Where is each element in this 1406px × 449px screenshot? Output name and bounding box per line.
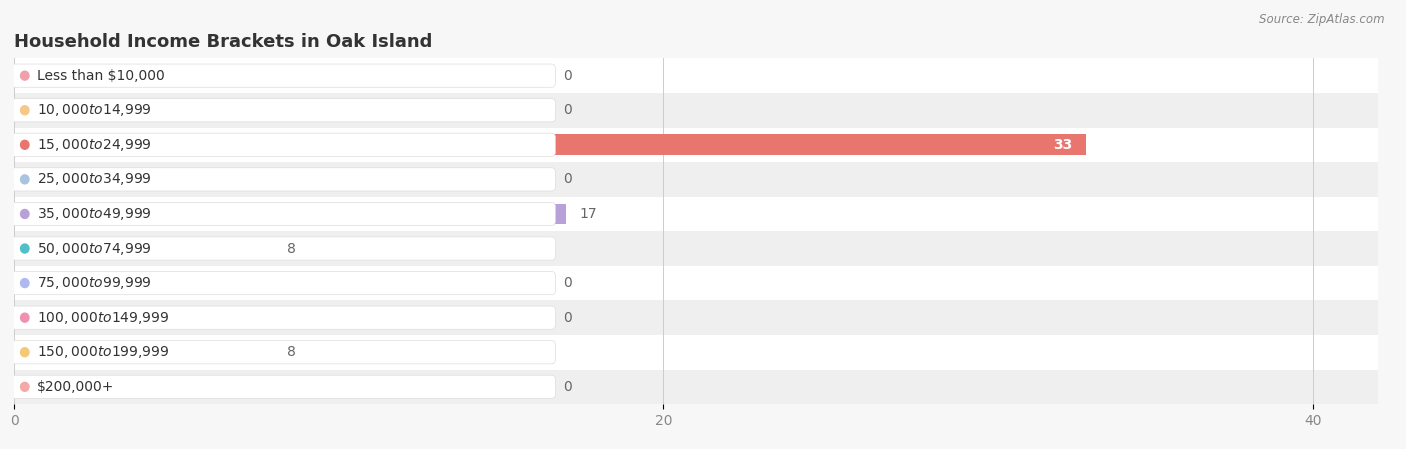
- Bar: [14, 93, 1378, 128]
- Bar: [14, 370, 1378, 404]
- Text: $200,000+: $200,000+: [37, 380, 114, 394]
- Text: Household Income Brackets in Oak Island: Household Income Brackets in Oak Island: [14, 33, 433, 51]
- Text: $25,000 to $34,999: $25,000 to $34,999: [37, 172, 152, 187]
- FancyBboxPatch shape: [11, 237, 555, 260]
- Circle shape: [21, 244, 30, 253]
- Circle shape: [21, 210, 30, 218]
- Text: Less than $10,000: Less than $10,000: [37, 69, 165, 83]
- Text: 0: 0: [562, 69, 572, 83]
- FancyBboxPatch shape: [11, 202, 555, 225]
- Bar: [14, 266, 1378, 300]
- FancyBboxPatch shape: [11, 168, 555, 191]
- FancyBboxPatch shape: [11, 64, 555, 87]
- Text: 17: 17: [579, 207, 596, 221]
- Circle shape: [21, 279, 30, 287]
- Text: Source: ZipAtlas.com: Source: ZipAtlas.com: [1260, 13, 1385, 26]
- Bar: [14, 342, 274, 363]
- FancyBboxPatch shape: [11, 272, 555, 295]
- Text: $10,000 to $14,999: $10,000 to $14,999: [37, 102, 152, 118]
- Text: 0: 0: [562, 103, 572, 117]
- Circle shape: [21, 383, 30, 391]
- Circle shape: [21, 348, 30, 357]
- Bar: [14, 197, 1378, 231]
- Text: 0: 0: [562, 311, 572, 325]
- Circle shape: [21, 141, 30, 149]
- Text: $150,000 to $199,999: $150,000 to $199,999: [37, 344, 170, 360]
- Text: $35,000 to $49,999: $35,000 to $49,999: [37, 206, 152, 222]
- Circle shape: [21, 71, 30, 80]
- Circle shape: [21, 313, 30, 322]
- Bar: [14, 128, 1378, 162]
- Circle shape: [21, 106, 30, 114]
- Bar: [14, 300, 1378, 335]
- Text: $15,000 to $24,999: $15,000 to $24,999: [37, 137, 152, 153]
- Bar: [14, 134, 1085, 155]
- Text: 33: 33: [1053, 138, 1073, 152]
- FancyBboxPatch shape: [11, 375, 555, 398]
- FancyBboxPatch shape: [11, 99, 555, 122]
- Text: $75,000 to $99,999: $75,000 to $99,999: [37, 275, 152, 291]
- Circle shape: [21, 175, 30, 184]
- Text: $100,000 to $149,999: $100,000 to $149,999: [37, 310, 170, 326]
- Bar: [14, 58, 1378, 93]
- Bar: [14, 162, 1378, 197]
- Text: 0: 0: [562, 172, 572, 186]
- Text: $50,000 to $74,999: $50,000 to $74,999: [37, 241, 152, 256]
- Text: 0: 0: [562, 276, 572, 290]
- FancyBboxPatch shape: [11, 133, 555, 156]
- Text: 8: 8: [287, 242, 295, 255]
- Bar: [14, 203, 567, 224]
- FancyBboxPatch shape: [11, 341, 555, 364]
- Text: 0: 0: [562, 380, 572, 394]
- Bar: [14, 335, 1378, 370]
- FancyBboxPatch shape: [11, 306, 555, 329]
- Bar: [14, 238, 274, 259]
- Text: 8: 8: [287, 345, 295, 359]
- Bar: [14, 231, 1378, 266]
